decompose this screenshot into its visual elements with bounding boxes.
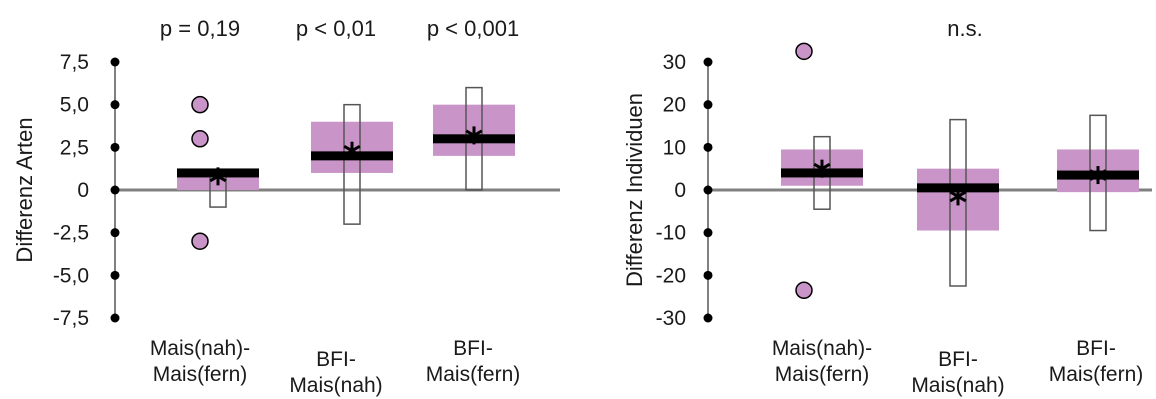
category-label-3-line-1: BFI-: [1076, 337, 1116, 360]
category-label-1-line-2: Mais(fern): [153, 363, 248, 386]
y-tick-dot: [110, 313, 120, 323]
outlier-point: [191, 130, 209, 148]
category-label-1-line-1: Mais(nah)-: [772, 337, 872, 360]
y-tick-label: 2,5: [60, 136, 89, 159]
y-tick-label: 10: [663, 136, 686, 159]
y-axis-title: Differenz Arten: [12, 117, 37, 262]
range-box: [949, 118, 967, 287]
outlier-point: [191, 95, 209, 114]
category-label-3-line-2: Mais(fern): [426, 363, 521, 386]
significance-label: n.s.: [947, 16, 982, 41]
category-label-3-line-2: Mais(fern): [1049, 363, 1144, 386]
y-tick-dot: [703, 270, 713, 280]
y-tick-label: 0: [77, 179, 89, 202]
category-label-1-line-1: Mais(nah)-: [150, 337, 250, 360]
outlier-point: [795, 42, 813, 61]
category-label-2-line-1: BFI-: [938, 348, 978, 371]
y-tick-label: -5,0: [53, 264, 89, 287]
y-tick-label: -7,5: [53, 307, 89, 330]
category-label-3-line-1: BFI-: [453, 337, 493, 360]
category-label-2-line-2: Mais(nah): [289, 374, 382, 397]
mean-marker: [465, 129, 483, 142]
panel-differenz-arten: Differenz Arten p = 0,19 p < 0,01 p < 0,…: [12, 16, 560, 397]
y-tick-dot: [703, 185, 713, 195]
y-tick-dot: [110, 142, 120, 152]
significance-label-2: p < 0,01: [296, 16, 376, 41]
y-tick-label: -2,5: [53, 222, 89, 245]
mean-marker: [343, 144, 361, 157]
y-tick-dot: [703, 142, 713, 152]
y-tick-label: 30: [663, 51, 686, 74]
y-tick-dot: [110, 185, 120, 195]
y-tick-label: -10: [656, 222, 686, 245]
mean-marker: [209, 170, 227, 183]
y-tick-label: 5,0: [60, 94, 89, 117]
mean-marker: [813, 162, 831, 175]
category-label-2-line-2: Mais(nah): [911, 374, 1004, 397]
y-tick-dot: [703, 228, 713, 238]
y-tick-dot: [703, 313, 713, 323]
panel-differenz-individuen: Differenz Individuen n.s. Mais(nah)- Mai…: [622, 16, 1152, 397]
category-label-1-line-2: Mais(fern): [775, 363, 870, 386]
outlier-point: [191, 232, 209, 250]
mean-marker: [949, 190, 967, 203]
y-tick-dot: [110, 100, 120, 110]
y-tick-label: 20: [663, 94, 686, 117]
significance-label-1: p = 0,19: [160, 16, 240, 41]
category-label-2-line-1: BFI-: [316, 348, 356, 371]
y-tick-dot: [110, 57, 120, 67]
y-axis-title: Differenz Individuen: [622, 93, 647, 287]
y-tick-label: -20: [656, 264, 686, 287]
y-tick-dot: [703, 57, 713, 67]
y-tick-label: -30: [656, 307, 686, 330]
y-tick-dot: [110, 270, 120, 280]
mean-marker: [1089, 169, 1107, 181]
y-tick-dot: [703, 100, 713, 110]
significance-label-3: p < 0,001: [427, 16, 519, 41]
y-tick-label: 7,5: [60, 51, 89, 74]
y-tick-label: 0: [674, 179, 686, 202]
y-tick-dot: [110, 228, 120, 238]
outlier-point: [795, 281, 813, 300]
range-box: [343, 103, 361, 225]
